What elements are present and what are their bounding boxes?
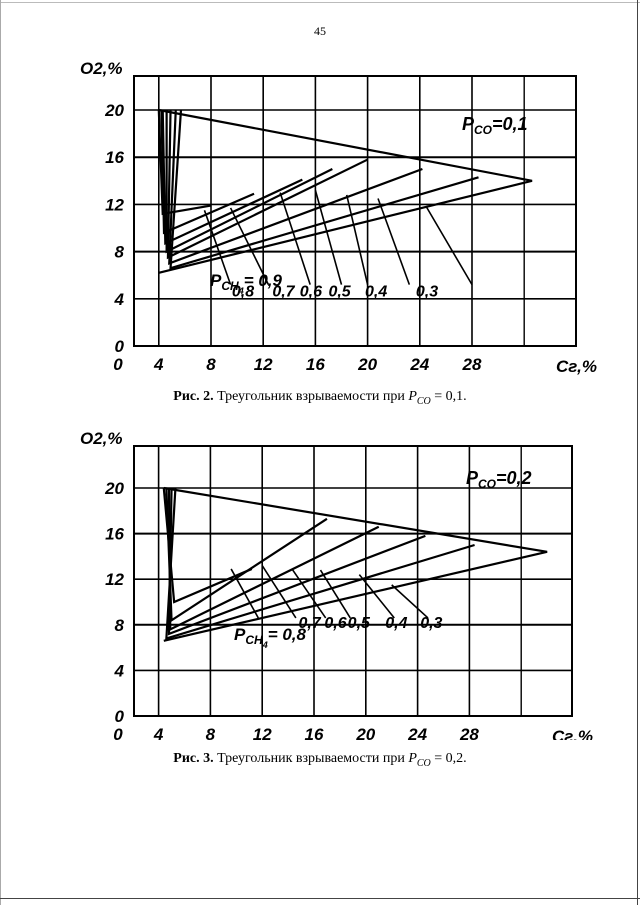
explosion-triangle-chart-pco-0-2: 0 4 8 12 16 20 0 4 8 12 16 20 24 28 O2,% Сг,% 0,7 0,6 0,5 0…: [80, 430, 593, 740]
pco-label: PCO=0,1: [462, 114, 528, 137]
x-tick-label: 8: [206, 355, 216, 374]
series-label: 0,7: [272, 283, 295, 300]
pointer-line: [425, 206, 473, 286]
series-line: [168, 109, 423, 266]
series-label: 0,3: [416, 283, 438, 300]
ch4-label: PCH4= 0,8: [234, 625, 307, 650]
y-tick-label: 8: [115, 616, 125, 635]
y-tick-label: 0: [115, 707, 125, 726]
series-label: 0,4: [365, 283, 387, 300]
page-border-right: [637, 0, 638, 905]
x-axis-label: Сг,%: [552, 727, 593, 740]
pointer-line: [261, 565, 297, 619]
y-tick-label: 12: [105, 195, 124, 214]
x-tick-label: 0: [113, 355, 123, 374]
y-axis-label: O2,%: [80, 430, 123, 448]
pointer-line: [291, 568, 327, 619]
caption-text: Треугольник взрываемости при: [217, 389, 405, 404]
series-line: [167, 487, 426, 636]
y-tick-label: 8: [115, 243, 125, 262]
series-line: [161, 109, 303, 246]
x-tick-label: 24: [409, 355, 429, 374]
x-tick-label: 12: [253, 725, 272, 740]
series-line: [167, 487, 380, 632]
x-tick-label: 28: [462, 355, 482, 374]
series-label: 0,7: [298, 615, 321, 632]
y-tick-label: 16: [105, 148, 124, 167]
page-number: 45: [314, 24, 326, 38]
figure-caption-2: Рис. 2. Треугольник взрываемости при PCO…: [0, 389, 640, 407]
x-tick-label: 28: [459, 725, 479, 740]
series-line: [165, 110, 333, 254]
pointer-line: [358, 574, 395, 619]
pointer-line: [377, 198, 411, 285]
series-line: [166, 109, 369, 260]
caption-symbol: P: [408, 751, 417, 766]
pointer-line: [345, 194, 369, 285]
page-border-top: [0, 2, 640, 3]
x-tick-label: 8: [206, 725, 216, 740]
x-tick-label: 20: [355, 725, 375, 740]
x-tick-label: 16: [306, 355, 325, 374]
y-tick-label: 12: [105, 570, 124, 589]
series-label: 0,5: [348, 615, 371, 632]
x-tick-label: 0: [113, 725, 123, 740]
series-label: 0,3: [420, 615, 442, 632]
x-tick-label: 12: [254, 355, 273, 374]
y-tick-label: 4: [114, 290, 125, 309]
series-line: [169, 109, 479, 270]
x-tick-label: 20: [357, 355, 377, 374]
pointer-line: [203, 210, 232, 285]
pointer-line: [314, 190, 343, 285]
series-line: [162, 487, 253, 604]
caption-symbol: P: [408, 389, 417, 404]
page-border-bottom: [0, 898, 640, 899]
caption-value: = 0,2.: [434, 751, 467, 766]
explosion-triangle-chart-pco-0-1: 0 4 8 12 16 20 0 4 8 12 16 20 24 28 O2,% Сг,% 0,8 0,7 0,6 0…: [80, 60, 597, 376]
y-tick-label: 0: [115, 337, 125, 356]
pointer-line: [319, 569, 351, 619]
series-label: 0,6: [324, 615, 346, 632]
x-tick-label: 4: [153, 725, 164, 740]
caption-text: Треугольник взрываемости при: [217, 751, 405, 766]
page-border-left: [0, 0, 1, 905]
y-tick-label: 20: [104, 101, 124, 120]
y-tick-label: 16: [105, 525, 124, 544]
pointer-line: [230, 568, 260, 619]
y-tick-label: 20: [104, 479, 124, 498]
x-axis-label: Сг,%: [556, 357, 597, 376]
ch4-label: PCH4= 0,9: [210, 271, 283, 296]
series-line: [158, 108, 533, 274]
series-label: 0,5: [328, 283, 351, 300]
caption-subscript: CO: [416, 395, 431, 407]
y-axis-label: O2,%: [80, 60, 123, 78]
x-tick-label: 16: [305, 725, 324, 740]
series-label: 0,4: [385, 615, 407, 632]
pointer-line: [391, 584, 429, 619]
caption-label: Рис. 3.: [173, 751, 214, 766]
pointer-line: [279, 192, 311, 285]
caption-subscript: CO: [416, 757, 431, 769]
caption-label: Рис. 2.: [173, 389, 214, 404]
x-tick-label: 24: [407, 725, 427, 740]
series-line: [165, 487, 475, 640]
x-tick-label: 4: [153, 355, 164, 374]
y-tick-label: 4: [114, 661, 125, 680]
pco-label: PCO=0,2: [466, 468, 532, 491]
series-line: [165, 487, 328, 623]
pointer-line: [229, 207, 270, 285]
figure-caption-3: Рис. 3. Треугольник взрываемости при PCO…: [0, 751, 640, 769]
series-label: 0,8: [232, 283, 254, 300]
caption-value: = 0,1.: [434, 389, 467, 404]
series-label: 0,6: [300, 283, 322, 300]
